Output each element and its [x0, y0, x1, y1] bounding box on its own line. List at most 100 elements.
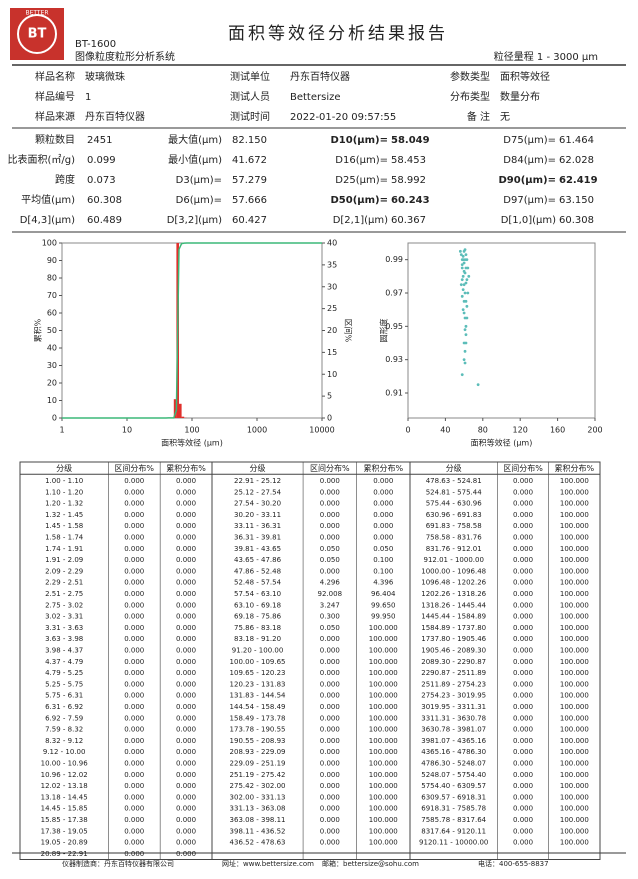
table-cell: 0.000	[124, 567, 144, 575]
table-cell: 0.000	[513, 793, 533, 801]
table-cell: 0.000	[176, 759, 196, 767]
table-cell: 100.000	[369, 692, 398, 700]
scatter-point	[460, 263, 464, 267]
table-cell: 2.09 - 2.29	[45, 567, 83, 575]
table-cell: 0.000	[320, 771, 340, 779]
stat-value: 60.243	[391, 195, 430, 206]
scatter-point	[462, 311, 466, 315]
table-cell: 0.000	[176, 805, 196, 813]
table-cell: 0.000	[320, 488, 340, 496]
table-cell: 120.23 - 131.83	[230, 680, 286, 688]
table-cell: 0.000	[373, 522, 393, 530]
table-cell: 4786.30 - 5248.07	[421, 759, 486, 767]
table-cell: 0.000	[513, 522, 533, 530]
table-cell: 0.000	[320, 511, 340, 519]
y2-tick-label: 20	[327, 326, 337, 335]
table-cell: 19.05 - 20.89	[41, 839, 88, 847]
scatter-point	[459, 283, 463, 287]
table-cell: 100.000	[560, 816, 589, 824]
table-cell: 0.000	[124, 601, 144, 609]
x-tick-label: 40	[440, 426, 450, 435]
stat-label: D[4,3](μm)	[20, 215, 75, 226]
x-axis-title: 面积等效径 (μm)	[471, 438, 533, 448]
table-cell: 100.000	[369, 726, 398, 734]
scatter-point	[461, 274, 465, 278]
table-cell: 1584.89 - 1737.80	[421, 624, 486, 632]
table-cell: 0.000	[176, 737, 196, 745]
table-cell: 2.51 - 2.75	[45, 590, 83, 598]
table-cell: 0.000	[176, 500, 196, 508]
table-cell: 251.19 - 275.42	[230, 771, 286, 779]
table-cell: 100.000	[560, 737, 589, 745]
table-cell: 0.000	[513, 737, 533, 745]
table-cell: 100.000	[560, 703, 589, 711]
stat-label: D[1,0](μm)	[501, 215, 556, 226]
table-cell: 0.000	[320, 522, 340, 530]
scatter-point	[461, 308, 465, 312]
table-cell: 0.000	[320, 839, 340, 847]
table-cell: 0.000	[320, 759, 340, 767]
table-cell: 0.000	[124, 488, 144, 496]
table-cell: 0.000	[320, 816, 340, 824]
table-cell: 0.000	[124, 669, 144, 677]
table-cell: 100.000	[560, 839, 589, 847]
table-cell: 0.000	[320, 658, 340, 666]
stat-label: D97(μm)=	[503, 195, 556, 206]
stat-label: D84(μm)=	[503, 155, 556, 166]
stat-label: D3(μm)=	[176, 175, 222, 186]
table-cell: 0.000	[124, 579, 144, 587]
table-cell: 0.000	[513, 782, 533, 790]
table-cell: 0.000	[176, 703, 196, 711]
table-cell: 0.000	[513, 703, 533, 711]
table-cell: 0.100	[373, 556, 393, 564]
table-cell: 6918.31 - 7585.78	[421, 805, 486, 813]
table-cell: 1.32 - 1.45	[45, 511, 83, 519]
scatter-point	[463, 291, 467, 295]
table-cell: 3311.31 - 3630.78	[421, 714, 486, 722]
table-cell: 3.247	[320, 601, 340, 609]
stat-label: D6(μm)=	[176, 195, 222, 206]
table-cell: 100.000	[369, 669, 398, 677]
table-cell: 15.85 - 17.38	[41, 816, 88, 824]
stat-value: 60.367	[391, 215, 426, 226]
table-cell: 69.18 - 75.86	[234, 613, 282, 621]
stat-value: 57.279	[232, 175, 267, 186]
table-cell: 0.000	[176, 827, 196, 835]
table-cell: 0.000	[176, 567, 196, 575]
table-cell: 0.000	[176, 613, 196, 621]
table-cell: 436.52 - 478.63	[230, 839, 286, 847]
stat-value: 58.453	[391, 155, 426, 166]
table-cell: 758.58 - 831.76	[426, 533, 483, 541]
table-cell: 100.000	[560, 567, 589, 575]
table-cell: 0.000	[513, 579, 533, 587]
histogram-bar	[181, 416, 185, 418]
table-cell: 7.59 - 8.32	[45, 726, 83, 734]
table-cell: 14.45 - 15.85	[41, 805, 88, 813]
table-cell: 1737.80 - 1905.46	[421, 635, 486, 643]
table-cell: 0.000	[320, 827, 340, 835]
table-cell: 831.76 - 912.01	[426, 545, 482, 553]
table-cell: 2290.87 - 2511.89	[421, 669, 486, 677]
table-cell: 0.000	[513, 646, 533, 654]
info-label: 分布类型	[450, 90, 490, 103]
table-cell: 0.000	[513, 805, 533, 813]
table-cell: 1.45 - 1.58	[45, 522, 83, 530]
table-cell: 0.000	[124, 590, 144, 598]
scatter-point	[460, 373, 464, 377]
scatter-point	[465, 316, 469, 320]
scatter-point	[459, 253, 463, 257]
stat-value: 62.028	[559, 155, 594, 166]
table-cell: 1.00 - 1.10	[45, 477, 83, 485]
table-cell: 100.000	[560, 500, 589, 508]
table-cell: 0.000	[124, 692, 144, 700]
table-cell: 33.11 - 36.31	[234, 522, 281, 530]
table-cell: 0.000	[513, 827, 533, 835]
y-tick-label: 90	[47, 256, 57, 265]
table-cell: 100.00 - 109.65	[230, 658, 286, 666]
table-cell: 1096.48 - 1202.26	[421, 579, 486, 587]
histogram-bar	[173, 399, 177, 418]
info-label: 样品名称	[35, 70, 75, 83]
table-cell: 0.000	[513, 748, 533, 756]
x-tick-label: 10000	[309, 426, 334, 435]
